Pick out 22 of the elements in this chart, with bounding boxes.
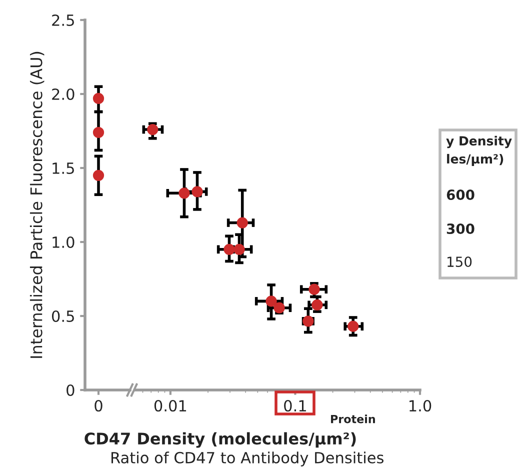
text: 150 <box>448 256 472 268</box>
text: y Density <box>446 136 512 148</box>
text: Protein <box>331 414 375 424</box>
y-tick-label: 2.5 <box>52 14 74 26</box>
point <box>92 126 104 138</box>
y-tick-label: 1.5 <box>52 162 74 174</box>
y-tick-label: 0 <box>66 384 74 396</box>
point <box>92 170 104 181</box>
x-tick-label: 1.0 <box>410 400 432 412</box>
y-axis-title: Internalized Particle Fluorescence (AU) <box>30 52 44 358</box>
text: les/µm²) <box>447 154 504 166</box>
point <box>92 92 104 104</box>
x-tick-label: 0.1 <box>284 400 306 412</box>
x-axis-title: CD47 Density (molecules/µm²) <box>84 432 356 448</box>
text: 300 <box>446 224 474 234</box>
y-tick-label: 2.0 <box>52 88 74 100</box>
x-tick-label: 0 <box>94 400 102 412</box>
y-tick-label: 0.5 <box>52 310 74 322</box>
text: 600 <box>446 190 474 200</box>
y-tick-label: 1.0 <box>52 236 74 248</box>
x-tick-label: 0.01 <box>154 400 186 412</box>
text: Ratio of CD47 to Antibody Densities <box>112 452 384 466</box>
